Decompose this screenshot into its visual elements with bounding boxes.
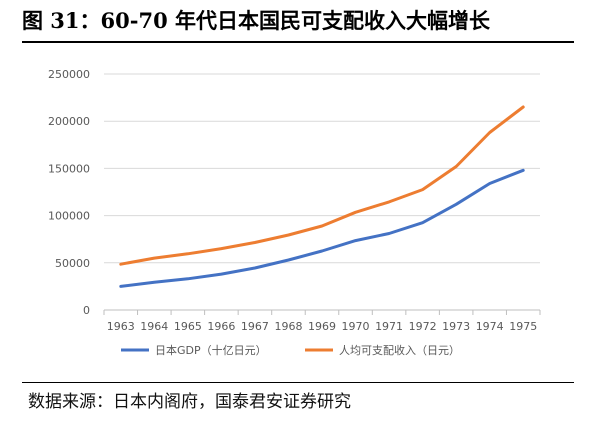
series-line-2 xyxy=(119,105,525,266)
x-tick-label: 1970 xyxy=(342,320,370,333)
legend-label-2: 人均可支配收入（日元） xyxy=(339,343,460,357)
x-tick-label: 1967 xyxy=(241,320,269,333)
y-tick-label: 200000 xyxy=(48,115,90,128)
x-tick-label: 1968 xyxy=(274,320,302,333)
x-tick-label: 1975 xyxy=(509,320,537,333)
x-tick-label: 1965 xyxy=(174,320,202,333)
line-chart: 0 50000 100000 150000 200000 250000 1963 1964 19… xyxy=(48,68,541,357)
y-tick-label: 150000 xyxy=(48,162,90,175)
x-tick-label: 1963 xyxy=(107,320,135,333)
y-tick-label: 0 xyxy=(83,304,90,317)
legend: 日本GDP（十亿日元） 人均可支配收入（日元） xyxy=(121,343,460,357)
tick-labels: 0 50000 100000 150000 200000 250000 1963 1964 19… xyxy=(48,68,537,333)
axes xyxy=(103,309,541,315)
gridlines xyxy=(104,73,540,264)
series-line-1 xyxy=(119,168,525,288)
x-tick-label: 1971 xyxy=(375,320,403,333)
source-rule xyxy=(22,382,574,383)
x-tick-label: 1969 xyxy=(308,320,336,333)
x-tick-label: 1974 xyxy=(476,320,504,333)
chart-title: 图 31：60-70 年代日本国民可支配收入大幅增长 xyxy=(22,8,491,33)
source-note: 数据来源：日本内阁府，国泰君安证券研究 xyxy=(28,392,351,412)
legend-label-1: 日本GDP（十亿日元） xyxy=(155,343,267,357)
x-tick-label: 1964 xyxy=(140,320,168,333)
title-rule xyxy=(22,41,574,43)
series-lines xyxy=(119,105,525,288)
y-tick-label: 250000 xyxy=(48,68,90,81)
x-tick-label: 1973 xyxy=(442,320,470,333)
y-tick-label: 50000 xyxy=(55,257,90,270)
x-tick-label: 1972 xyxy=(409,320,437,333)
x-tick-label: 1966 xyxy=(207,320,235,333)
y-tick-label: 100000 xyxy=(48,210,90,223)
